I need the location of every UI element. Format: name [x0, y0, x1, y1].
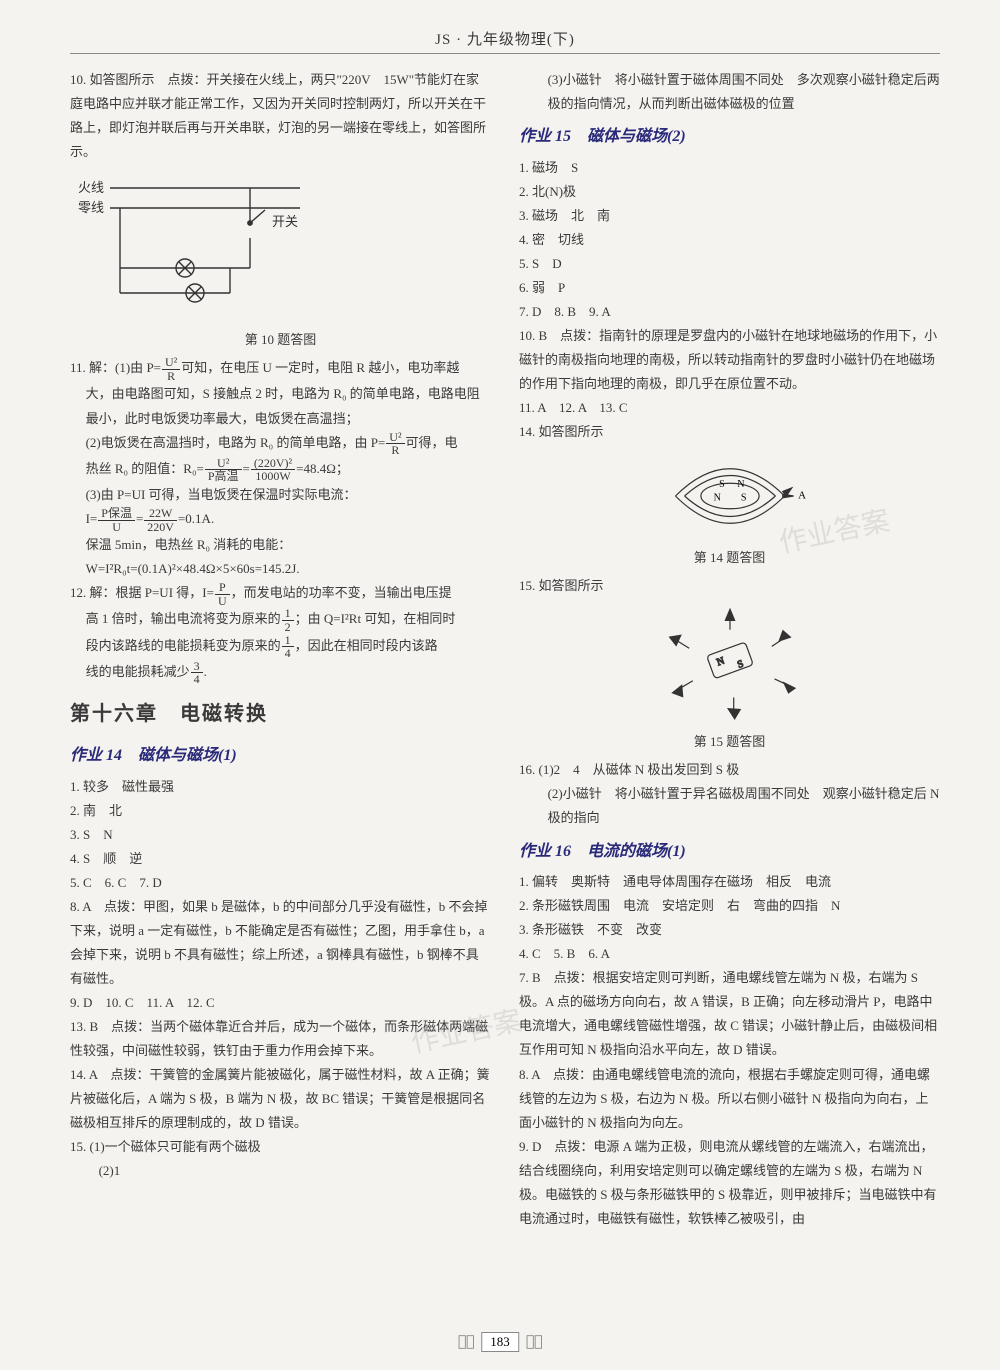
hw15-3: 3. 磁场 北 南: [519, 204, 940, 228]
hw14-9: 9. D 10. C 11. A 12. C: [70, 991, 491, 1015]
label-switch: 开关: [272, 214, 298, 229]
q11-1: 11. 解：(1)由 P=U²R可知，在电压 U 一定时，电阻 R 越小，电功率…: [70, 356, 491, 382]
q12-e: 段内该路线的电能损耗变为原来的14，因此在相同时段内该路: [70, 634, 491, 660]
hw15-1: 1. 磁场 S: [519, 156, 940, 180]
hw15-fig15: N S: [645, 600, 815, 730]
q10-circuit-diagram: 火线 零线 开关: [70, 168, 330, 318]
chapter-title: 第十六章 电磁转换: [70, 696, 491, 733]
hw15-7: 7. D 8. B 9. A: [519, 300, 940, 324]
q11-keep: 保温 5min，电热丝 R₀ 消耗的电能：: [70, 533, 491, 557]
q11-r0: 热丝 R₀ 的阻值：R₀=U²P高温=(220V)²1000W=48.4Ω；: [70, 457, 491, 483]
book-icon: [525, 1333, 543, 1351]
q10-caption: 第 10 题答图: [70, 328, 491, 352]
q11-W: W=I²R₀t=(0.1A)²×48.4Ω×5×60s=145.2J.: [70, 557, 491, 581]
hw16-4: 4. C 5. B 6. A: [519, 942, 940, 966]
hw15-15: 15. 如答图所示: [519, 574, 940, 598]
left-column: 10. 如答图所示 点拨：开关接在火线上，两只"220V 15W"节能灯在家庭电…: [70, 68, 491, 1231]
hw16-8: 8. A 点拨：由通电螺线管电流的流向，根据右手螺旋定则可得，通电螺线管的左边为…: [519, 1063, 940, 1135]
q11-2a: (2)电饭煲在高温挡时，电路为 R₀ 的简单电路，由 P=U²R可得，电: [70, 431, 491, 457]
hw16-3: 3. 条形磁铁 不变 改变: [519, 918, 940, 942]
hw14-3: 3. S N: [70, 823, 491, 847]
hw16-title: 作业 16 电流的磁场(1): [519, 837, 940, 867]
hw15-2: 2. 北(N)极: [519, 180, 940, 204]
svg-text:S: S: [719, 479, 725, 490]
svg-text:N: N: [737, 479, 744, 490]
book-icon: [457, 1333, 475, 1351]
hw16-1: 1. 偏转 奥斯特 通电导体周围存在磁场 相反 电流: [519, 870, 940, 894]
hw15-10: 10. B 点拨：指南针的原理是罗盘内的小磁针在地球地磁场的作用下，小磁针的南极…: [519, 324, 940, 396]
svg-text:A: A: [798, 490, 806, 502]
label-zero: 零线: [78, 200, 104, 215]
hw14-2: 2. 南 北: [70, 799, 491, 823]
hw15-11: 11. A 12. A 13. C: [519, 396, 940, 420]
hw16-9: 9. D 点拨：电源 A 端为正极，则电流从螺线管的左端流入，右端流出，结合线圈…: [519, 1135, 940, 1231]
hw15-title: 作业 15 磁体与磁场(2): [519, 122, 940, 152]
hw16-7: 7. B 点拨：根据安培定则可判断，通电螺线管左端为 N 极，右端为 S 极。A…: [519, 966, 940, 1062]
svg-text:S: S: [740, 493, 746, 504]
hw15-fig14: S N N S A: [625, 446, 835, 546]
q11-1b: 大，由电路图可知，S 接触点 2 时，电路为 R₀ 的简单电路，电路电阻最小，此…: [70, 382, 491, 430]
hw14-title: 作业 14 磁体与磁场(1): [70, 741, 491, 771]
hw15-4: 4. 密 切线: [519, 228, 940, 252]
hw15-16b: (2)小磁针 将小磁针置于异名磁极周围不同处 观察小磁针稳定后 N 极的指向: [519, 782, 940, 830]
svg-text:N: N: [715, 656, 726, 669]
hw14-15a: 15. (1)一个磁体只可能有两个磁极: [70, 1135, 491, 1159]
hw14-4: 4. S 顺 逆: [70, 847, 491, 871]
hw15-14: 14. 如答图所示: [519, 420, 940, 444]
hw14-8: 8. A 点拨：甲图，如果 b 是磁体，b 的中间部分几乎没有磁性，b 不会掉下…: [70, 895, 491, 991]
hw14-14: 14. A 点拨：干簧管的金属簧片能被磁化，属于磁性材料，故 A 正确；簧片被磁…: [70, 1063, 491, 1135]
page-number: 183: [457, 1332, 543, 1352]
hw15-cap15: 第 15 题答图: [519, 730, 940, 754]
cont-15-3: (3)小磁针 将小磁针置于磁体周围不同处 多次观察小磁针稳定后两极的指向情况，从…: [519, 68, 940, 116]
q12-a: 12. 解：根据 P=UI 得，I=PU，而发电站的功率不变，当输出电压提: [70, 581, 491, 607]
svg-text:N: N: [713, 493, 720, 504]
hw14-15b: (2)1: [70, 1159, 491, 1183]
q12-g: 线的电能损耗减少34.: [70, 660, 491, 686]
hw15-5: 5. S D: [519, 252, 940, 276]
hw14-1: 1. 较多 磁性最强: [70, 775, 491, 799]
page-header: JS · 九年级物理(下): [70, 20, 940, 54]
hw16-2: 2. 条形磁铁周围 电流 安培定则 右 弯曲的四指 N: [519, 894, 940, 918]
q11-3: (3)由 P=UI 可得，当电饭煲在保温时实际电流：: [70, 483, 491, 507]
hw15-6: 6. 弱 P: [519, 276, 940, 300]
hw14-13: 13. B 点拨：当两个磁体靠近合并后，成为一个磁体，而条形磁体两端磁性较强，中…: [70, 1015, 491, 1063]
hw15-cap14: 第 14 题答图: [519, 546, 940, 570]
svg-text:S: S: [735, 659, 744, 671]
q10-text: 10. 如答图所示 点拨：开关接在火线上，两只"220V 15W"节能灯在家庭电…: [70, 68, 491, 164]
hw15-16a: 16. (1)2 4 从磁体 N 极出发回到 S 极: [519, 758, 940, 782]
q11-I: I=P保温U=22W220V=0.1A.: [70, 507, 491, 533]
label-fire: 火线: [78, 180, 104, 195]
right-column: (3)小磁针 将小磁针置于磁体周围不同处 多次观察小磁针稳定后两极的指向情况，从…: [519, 68, 940, 1231]
q12-c: 高 1 倍时，输出电流将变为原来的12；由 Q=I²Rt 可知，在相同时: [70, 607, 491, 633]
hw14-5: 5. C 6. C 7. D: [70, 871, 491, 895]
